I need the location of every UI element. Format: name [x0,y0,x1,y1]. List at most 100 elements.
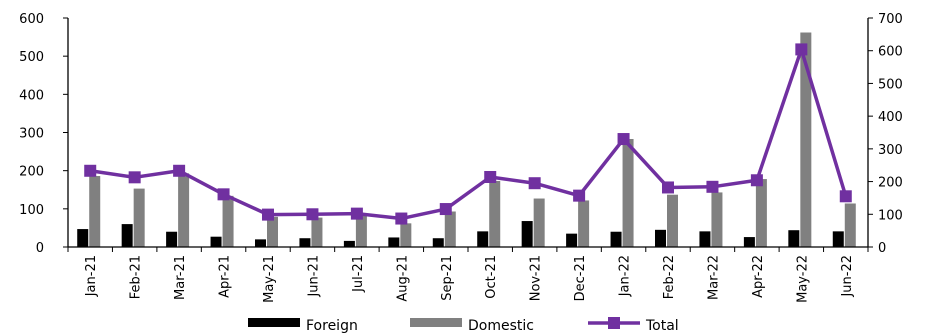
total-point [350,207,363,220]
total-point [706,180,719,193]
domestic-bars [89,32,856,248]
total-point [750,174,763,187]
bar-foreign [788,230,800,247]
legend-swatch-domestic [410,318,462,327]
total-point [306,208,319,221]
x-tick-label: Feb-22 [662,255,677,299]
total-point [84,164,97,177]
bar-domestic [89,176,101,247]
x-tick-label: Feb-21 [129,255,144,299]
bar-foreign [299,238,311,247]
x-tick-label: Dec-21 [573,255,588,301]
bar-foreign [566,233,578,247]
total-point [528,177,541,190]
bar-foreign [255,239,266,247]
total-line [84,43,852,225]
bar-foreign [77,229,89,247]
bar-domestic [489,180,501,247]
x-tick-label: Jan-21 [84,255,99,297]
foreign-bars [77,221,844,247]
bar-domestic [711,192,723,247]
total-point [573,189,586,202]
left-tick-label: 300 [19,127,44,142]
right-axis-ticks: 0 100 200 300 400 500 600 700 [868,12,903,256]
bar-foreign [432,238,444,247]
x-tick-label: Jun-22 [840,255,855,298]
bar-domestic [133,188,145,247]
x-tick-label: Jul-21 [351,255,366,293]
left-tick-label: 200 [19,165,44,180]
total-point [484,170,497,183]
total-point [262,208,274,221]
left-tick-label: 400 [19,88,44,103]
bar-domestic [622,138,634,247]
right-tick-label: 0 [878,241,886,256]
bar-foreign [832,231,844,247]
total-point [617,133,630,146]
bar-domestic [444,211,456,247]
x-tick-label: Aug-21 [395,255,410,302]
x-tick-label: Apr-22 [751,255,766,298]
x-tick-label: May-21 [262,255,277,303]
bar-foreign [655,229,666,247]
x-tick-label: Mar-22 [706,255,721,300]
legend: Foreign Domestic Total [248,317,679,333]
bar-domestic [667,194,678,247]
right-tick-label: 700 [878,12,903,27]
bar-domestic [844,203,856,247]
x-tick-label: Oct-21 [484,255,499,299]
bar-foreign [610,231,622,247]
bar-foreign [210,236,222,247]
right-tick-label: 100 [878,208,903,223]
left-tick-label: 600 [19,12,44,27]
bar-foreign [388,237,400,247]
x-tick-label: May-22 [795,255,810,303]
total-point [795,43,808,56]
total-point [128,171,141,184]
bar-foreign [343,240,355,247]
legend-label-foreign: Foreign [306,318,358,333]
x-tick-label: Jan-22 [618,255,633,297]
right-tick-label: 300 [878,143,903,158]
right-tick-label: 400 [878,110,903,125]
right-tick-label: 200 [878,176,903,191]
bar-domestic [578,200,590,247]
total-point [217,188,230,201]
bar-foreign [166,231,178,247]
total-point [395,212,408,225]
x-tick-label: Apr-21 [218,255,233,298]
bar-foreign [743,237,755,247]
bar-domestic [355,214,367,247]
legend-label-total: Total [645,318,679,333]
bar-foreign [477,231,489,247]
bar-domestic [222,195,234,247]
legend-swatch-foreign [248,318,300,327]
legend-marker-total [608,317,620,329]
left-tick-label: 100 [19,203,44,218]
total-point [839,190,852,203]
x-tick-label: Sep-21 [440,255,455,301]
x-axis-ticks: Jan-21 Feb-21 Mar-21 Apr-21 May-21 Jun-21 Jul-… [67,247,869,303]
legend-label-domestic: Domestic [468,318,534,333]
left-tick-label: 500 [19,50,44,65]
total-series-line [89,47,848,221]
right-tick-label: 600 [878,45,903,60]
bar-domestic [400,223,412,247]
x-tick-label: Mar-21 [173,255,188,300]
bar-domestic [800,32,812,248]
total-point [173,164,186,177]
total-point [439,203,452,216]
left-axis-ticks: 0 100 200 300 400 500 600 [19,12,68,256]
bar-domestic [311,217,323,247]
x-tick-label: Nov-21 [529,255,544,301]
bar-domestic [178,173,190,247]
bar-domestic [755,179,767,247]
x-tick-label: Jun-21 [306,255,321,298]
left-tick-label: 0 [36,241,44,256]
bar-domestic [533,198,545,247]
total-point [662,181,674,194]
bar-foreign [521,221,533,247]
bar-foreign [121,224,133,247]
bar-domestic [267,216,278,247]
